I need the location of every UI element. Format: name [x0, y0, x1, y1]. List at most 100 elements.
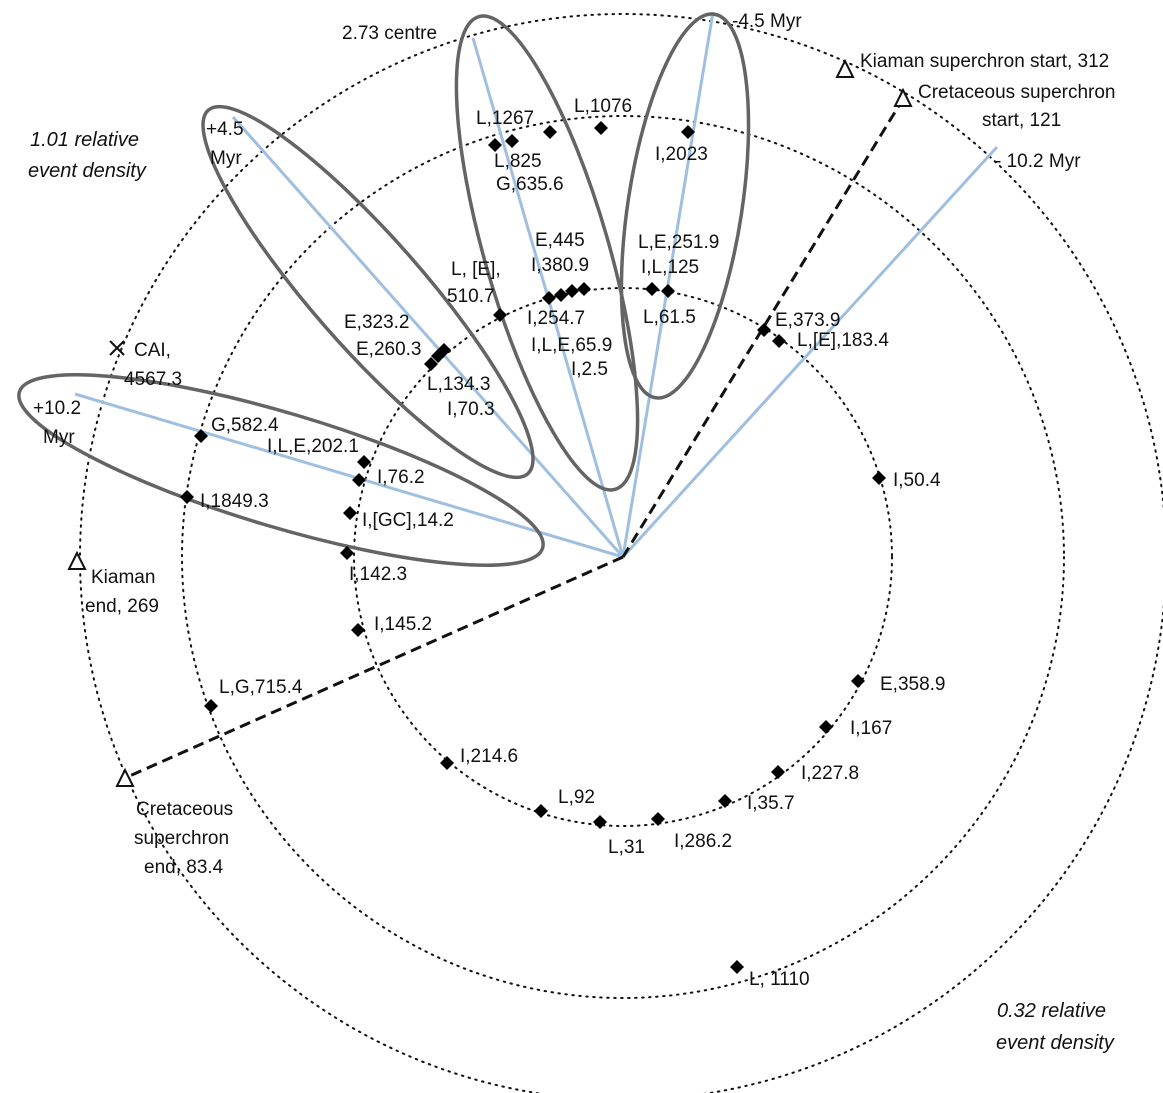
spoke-label-plus-4-5: +4.5 — [206, 119, 244, 140]
event-label: I,286.2 — [674, 831, 732, 852]
event-label: I,76.2 — [377, 467, 425, 488]
event-marker-diamond — [757, 323, 771, 337]
event-marker-diamond — [431, 349, 445, 363]
kiaman-end-label: Kiaman — [91, 567, 155, 588]
event-label: L,G,715.4 — [219, 677, 303, 698]
event-marker-diamond — [577, 282, 591, 296]
cretaceous-end-label: end, 83.4 — [144, 857, 224, 878]
event-label: G,582.4 — [211, 415, 279, 436]
event-label: I,2023 — [655, 144, 708, 165]
event-label: I,L,E,202.1 — [267, 436, 359, 457]
event-marker-diamond — [351, 623, 365, 637]
cretaceous-end-triangle — [115, 767, 135, 787]
cluster-ellipse-minus-4-5 — [619, 12, 751, 400]
event-label: I,50.4 — [893, 470, 941, 491]
event-marker-diamond — [352, 473, 366, 487]
cluster-ellipses — [17, 12, 751, 567]
kiaman-end-label: end, 269 — [85, 596, 159, 617]
cretaceous-start-dashed-line — [621, 98, 905, 558]
event-markers — [180, 121, 886, 974]
event-marker-diamond — [493, 308, 507, 322]
spokes — [74, 11, 999, 559]
cluster-ellipse-plus-10-2 — [17, 373, 545, 567]
event-label: I,380.9 — [531, 255, 589, 276]
event-marker-diamond — [771, 765, 785, 779]
event-marker-diamond — [340, 546, 354, 560]
event-label: I,L,125 — [641, 257, 699, 278]
spoke-minus-10-2 — [621, 145, 999, 559]
event-label: I,70.3 — [447, 399, 495, 420]
event-label: L,134.3 — [427, 374, 490, 395]
event-marker-diamond — [594, 121, 608, 135]
event-marker-diamond — [488, 138, 502, 152]
event-label: L, 1110 — [749, 969, 810, 990]
event-marker-diamond — [554, 288, 568, 302]
event-marker-diamond — [772, 334, 786, 348]
event-marker-diamond — [542, 291, 556, 305]
event-label: I,2.5 — [571, 359, 608, 380]
event-label: I,254.7 — [527, 308, 585, 329]
event-label: I,L,E,65.9 — [531, 335, 612, 356]
cluster-ellipse-plus-4-5 — [201, 104, 535, 480]
event-marker-diamond — [872, 471, 886, 485]
spoke-label-minus-10-2: - 10.2 Myr — [995, 151, 1081, 172]
event-marker-diamond — [204, 699, 218, 713]
event-marker-diamond — [534, 804, 548, 818]
spoke-label-plus-4-5: Myr — [210, 148, 242, 169]
cai-label: CAI, — [134, 340, 171, 361]
kiaman-end-triangle — [67, 550, 87, 570]
event-marker-diamond — [661, 284, 675, 298]
spoke-label-centre: 2.73 centre — [342, 23, 437, 44]
event-label: L,1267 — [476, 108, 534, 129]
event-marker-diamond — [180, 490, 194, 504]
event-marker-diamond — [819, 720, 833, 734]
event-marker-diamond — [593, 815, 607, 829]
event-label: I,142.3 — [349, 564, 407, 585]
event-label: I,[GC],14.2 — [362, 510, 454, 531]
event-label: L,92 — [558, 787, 595, 808]
cai-cross-icon — [109, 340, 125, 356]
event-marker-diamond — [565, 284, 579, 298]
event-label: L, [E], — [451, 259, 501, 280]
event-label: E,373.9 — [775, 310, 841, 331]
event-label: E,260.3 — [356, 339, 422, 360]
high-density-label: event density — [28, 160, 147, 182]
middle-ring — [181, 115, 1065, 999]
superchron-axis — [124, 98, 905, 780]
event-label: 510.7 — [447, 286, 495, 307]
event-marker-diamond — [645, 282, 659, 296]
spoke-label-plus-10-2: Myr — [43, 427, 75, 448]
boundary-markers — [67, 58, 913, 787]
event-label: E,323.2 — [344, 312, 410, 333]
event-label: E,445 — [535, 230, 585, 251]
event-label: I,214.6 — [460, 746, 518, 767]
cretaceous-start-triangle — [893, 87, 913, 107]
spoke-label-minus-4-5: -4.5 Myr — [732, 11, 802, 32]
event-marker-diamond — [718, 794, 732, 808]
event-label: L,1076 — [574, 96, 632, 117]
event-marker-diamond — [194, 429, 208, 443]
event-marker-diamond — [543, 125, 557, 139]
event-marker-diamond — [681, 125, 695, 139]
event-label: L,825 — [494, 151, 542, 172]
event-marker-diamond — [440, 756, 454, 770]
event-label: G,635.6 — [496, 174, 564, 195]
event-label: L,E,251.9 — [638, 232, 719, 253]
kiaman-start-triangle — [835, 58, 855, 78]
cretaceous-end-dashed-line — [124, 555, 624, 780]
cretaceous-start-label: Cretaceous superchron — [918, 82, 1116, 103]
event-marker-diamond — [343, 506, 357, 520]
low-density-label: event density — [996, 1032, 1115, 1054]
event-label: I,167 — [850, 718, 892, 739]
cretaceous-end-label: Cretaceous — [136, 799, 233, 820]
spoke-plus-10-2 — [74, 392, 624, 559]
spoke-label-plus-10-2: +10.2 — [33, 398, 81, 419]
event-label: I,227.8 — [801, 763, 859, 784]
high-density-label: 1.01 relative — [30, 129, 139, 151]
event-label: L,61.5 — [643, 307, 696, 328]
spoke-plus-4-5 — [231, 116, 625, 558]
event-label: I,145.2 — [374, 614, 432, 635]
event-label: L,[E],183.4 — [797, 330, 889, 351]
event-marker-diamond — [357, 455, 371, 469]
